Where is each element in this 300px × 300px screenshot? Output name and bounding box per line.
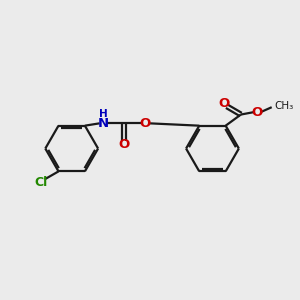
Text: O: O (140, 117, 151, 130)
Text: O: O (251, 106, 263, 119)
Text: N: N (98, 117, 109, 130)
Text: CH₃: CH₃ (274, 101, 293, 111)
Text: H: H (99, 109, 108, 119)
Text: Cl: Cl (34, 176, 47, 189)
Text: O: O (118, 138, 130, 151)
Text: O: O (218, 98, 230, 110)
